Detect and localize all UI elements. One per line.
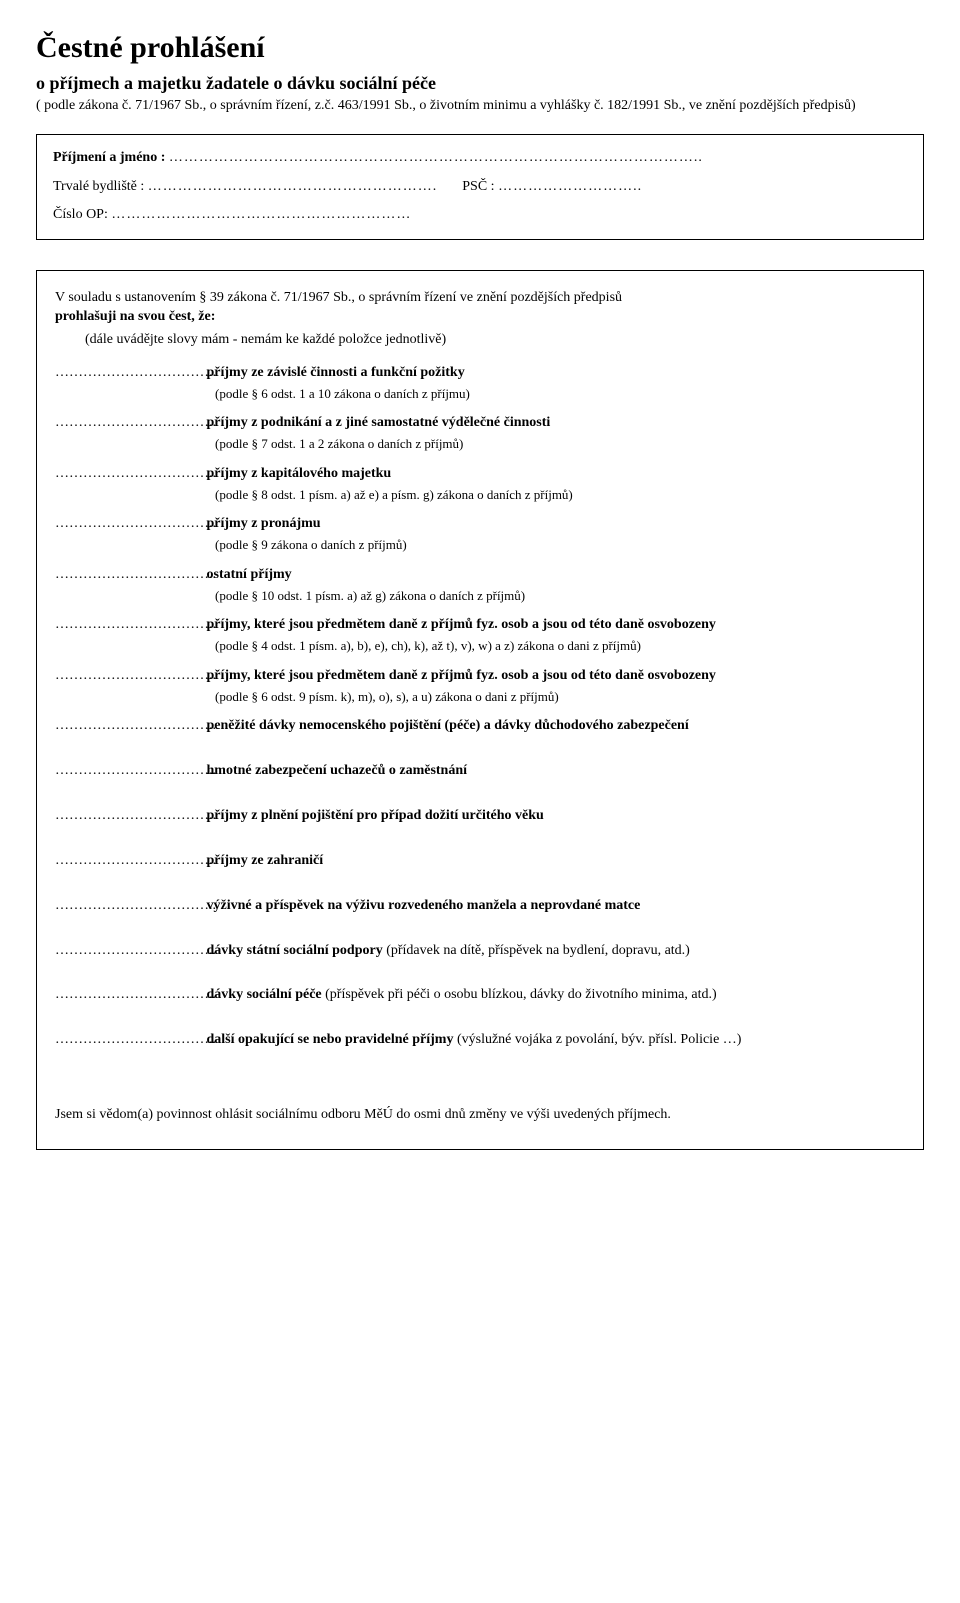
income-line: …………………………….. další opakující se nebo pr…: [55, 1031, 905, 1050]
income-line: …………………………….. příjmy ze zahraničí: [55, 852, 905, 871]
leader-dots: ……………………………..: [55, 616, 203, 635]
income-label: peněžité dávky nemocenského pojištění (p…: [203, 718, 689, 733]
residence-label: Trvalé bydliště :: [53, 179, 144, 194]
leader-dots: ……………………………..: [55, 717, 203, 736]
income-line: …………………………….. příjmy z kapitálového maje…: [55, 465, 905, 484]
income-line: …………………………….. dávky sociální péče (přísp…: [55, 986, 905, 1005]
income-legal: (podle § 8 odst. 1 písm. a) až e) a písm…: [55, 486, 905, 504]
doc-subtitle: o příjmech a majetku žadatele o dávku so…: [36, 71, 924, 95]
intro-text-a: V souladu s ustanovením § 39 zákona č. 7…: [55, 290, 622, 305]
income-label-bold: další opakující se nebo pravidelné příjm…: [203, 1032, 453, 1047]
op-fill: ……………………………………………………: [111, 207, 411, 222]
income-label-bold: dávky státní sociální podpory: [203, 943, 383, 958]
leader-dots: ……………………………..: [55, 515, 203, 534]
income-label: příjmy z pronájmu: [203, 516, 321, 531]
leader-dots: ……………………………..: [55, 667, 203, 686]
leader-dots: ……………………………..: [55, 852, 203, 871]
leader-dots: ……………………………..: [55, 986, 203, 1005]
income-line: …………………………….. dávky státní sociální podp…: [55, 942, 905, 961]
leader-dots: ……………………………..: [55, 465, 203, 484]
residence-fill: ………………………………………………….: [148, 179, 438, 194]
legal-reference: ( podle zákona č. 71/1967 Sb., o správní…: [36, 97, 924, 116]
income-line: …………………………….. příjmy z pronájmu: [55, 515, 905, 534]
declare-intro: V souladu s ustanovením § 39 zákona č. 7…: [55, 289, 905, 327]
leader-dots: ……………………………..: [55, 364, 203, 383]
income-line: …………………………….. příjmy ze závislé činnosti…: [55, 364, 905, 383]
income-legal: (podle § 10 odst. 1 písm. a) až g) zákon…: [55, 587, 905, 605]
income-line: …………………………….. příjmy z plnění pojištění …: [55, 807, 905, 826]
income-label-rest: (příspěvek při péči o osobu blízkou, dáv…: [322, 987, 717, 1002]
declare-instruct: (dále uvádějte slovy mám - nemám ke každ…: [55, 331, 905, 350]
declaration-box: V souladu s ustanovením § 39 zákona č. 7…: [36, 270, 924, 1150]
income-label: ostatní příjmy: [203, 567, 292, 582]
income-legal: (podle § 4 odst. 1 písm. a), b), e), ch)…: [55, 637, 905, 655]
income-line: …………………………….. příjmy, které jsou předmět…: [55, 667, 905, 686]
income-line: …………………………….. hmotné zabezpečení uchazeč…: [55, 762, 905, 781]
doc-title: Čestné prohlášení: [36, 28, 924, 69]
income-label: příjmy ze závislé činnosti a funkční pož…: [203, 365, 465, 380]
final-note: Jsem si vědom(a) povinnost ohlásit sociá…: [55, 1106, 905, 1125]
leader-dots: ……………………………..: [55, 762, 203, 781]
income-line: …………………………….. příjmy, které jsou předmět…: [55, 616, 905, 635]
income-legal: (podle § 9 zákona o daních z příjmů): [55, 536, 905, 554]
income-line: …………………………….. ostatní příjmy: [55, 566, 905, 585]
income-label: příjmy, které jsou předmětem daně z příj…: [203, 668, 716, 683]
psc-label: PSČ :: [462, 179, 494, 194]
income-legal: (podle § 6 odst. 9 písm. k), m), o), s),…: [55, 688, 905, 706]
surname-label: Příjmení a jméno :: [53, 150, 165, 165]
leader-dots: ……………………………..: [55, 897, 203, 916]
income-legal: (podle § 7 odst. 1 a 2 zákona o daních z…: [55, 435, 905, 453]
leader-dots: ……………………………..: [55, 1031, 203, 1050]
leader-dots: ……………………………..: [55, 414, 203, 433]
op-label: Číslo OP:: [53, 207, 108, 222]
leader-dots: ……………………………..: [55, 942, 203, 961]
personal-info-box: Příjmení a jméno : …………………………………………………………: [36, 134, 924, 241]
psc-fill: ………………………..: [498, 179, 642, 194]
income-line: …………………………….. peněžité dávky nemocenskéh…: [55, 717, 905, 736]
income-label: příjmy, které jsou předmětem daně z příj…: [203, 617, 716, 632]
income-line: …………………………….. výživné a příspěvek na výž…: [55, 897, 905, 916]
leader-dots: ……………………………..: [55, 807, 203, 826]
intro-text-b: prohlašuji na svou čest, že:: [55, 309, 215, 324]
income-label: příjmy ze zahraničí: [203, 853, 323, 868]
income-label: příjmy z podnikání a z jiné samostatné v…: [203, 415, 550, 430]
surname-fill: ……………………………………………………………………………………………..: [169, 150, 703, 165]
income-line: …………………………….. příjmy z podnikání a z jin…: [55, 414, 905, 433]
income-label-rest: (přídavek na dítě, příspěvek na bydlení,…: [383, 943, 690, 958]
income-legal: (podle § 6 odst. 1 a 10 zákona o daních …: [55, 385, 905, 403]
income-label-bold: dávky sociální péče: [203, 987, 322, 1002]
income-label: hmotné zabezpečení uchazečů o zaměstnání: [203, 763, 467, 778]
leader-dots: ……………………………..: [55, 566, 203, 585]
income-label: příjmy z kapitálového majetku: [203, 466, 391, 481]
income-label: příjmy z plnění pojištění pro případ dož…: [203, 808, 544, 823]
income-label: výživné a příspěvek na výživu rozvedenéh…: [203, 898, 640, 913]
income-label-rest: (výslužné vojáka z povolání, býv. přísl.…: [453, 1032, 741, 1047]
